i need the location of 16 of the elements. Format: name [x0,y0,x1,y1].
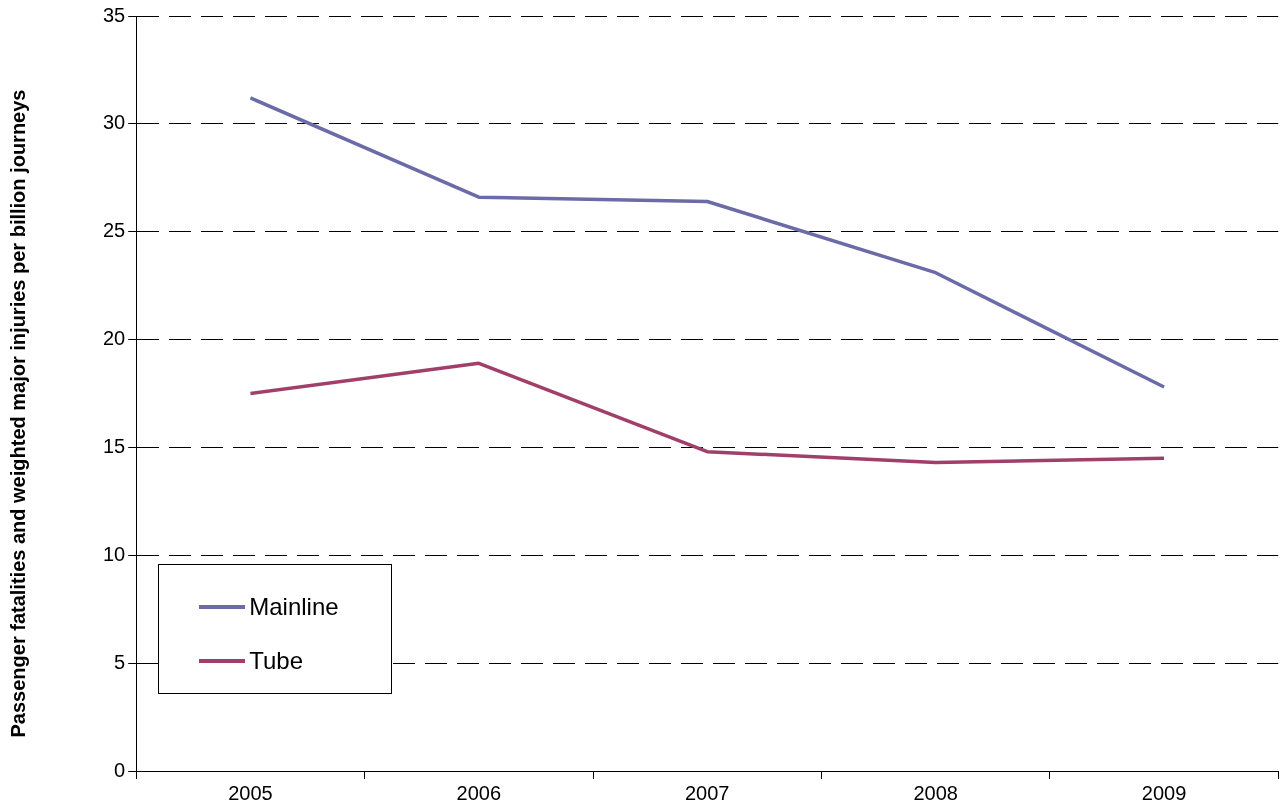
x-tick-label: 2009 [1141,781,1187,804]
x-tick-label: 2006 [456,781,502,804]
legend-label: Tube [249,647,304,675]
y-tick-label: 20 [103,327,126,350]
x-tick-label: 2007 [685,781,730,804]
y-axis-title: Passenger fatalities and weighted major injuries per billion journeys [6,88,30,740]
y-tick-label: 35 [103,3,126,26]
x-tick-label: 2005 [228,781,273,804]
legend-label: Mainline [249,593,339,621]
y-tick-label: 10 [103,542,126,565]
y-tick-label: 25 [103,219,126,242]
y-tick-label: 5 [114,650,126,673]
y-tick-label: 30 [103,111,126,134]
x-tick-label: 2008 [913,781,958,804]
y-tick-label: 0 [114,758,126,781]
y-tick-label: 15 [103,434,126,457]
